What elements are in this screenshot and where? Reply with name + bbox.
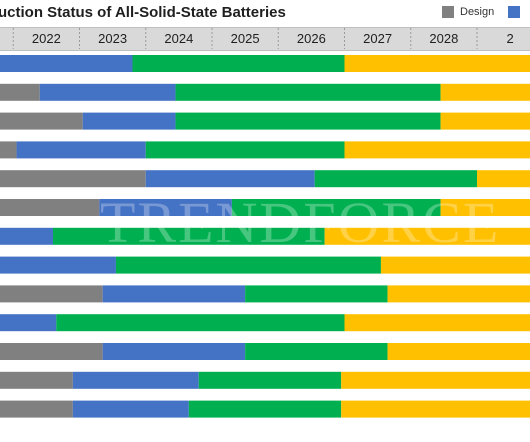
- bar-segment-yellow: [341, 371, 530, 389]
- x-tick-label: 2027: [363, 31, 392, 46]
- bar-segment-yellow: [341, 400, 530, 418]
- bar-segment-yellow: [344, 314, 530, 332]
- bar-segment-green: [231, 199, 441, 216]
- bar-segment-blue: [16, 141, 146, 159]
- legend-swatch-gray: [442, 6, 454, 18]
- legend-item-design: Design: [442, 6, 494, 18]
- bar-segment-blue: [72, 400, 189, 418]
- bar-segment-yellow: [440, 112, 530, 130]
- bar-segment-yellow: [324, 227, 530, 245]
- bar-segment-blue: [102, 285, 246, 303]
- bar-segment-gray: [0, 83, 40, 101]
- bar-segment-green: [175, 112, 441, 130]
- bar-segment-yellow: [387, 343, 530, 360]
- x-tick-label: 2023: [98, 31, 127, 46]
- bar-segment-gray: [0, 400, 73, 418]
- x-tick-label: 2025: [231, 31, 260, 46]
- bar-segment-yellow: [477, 170, 530, 188]
- bar-segment-yellow: [344, 55, 530, 72]
- bar-segment-gray: [0, 112, 83, 130]
- bar-segment-gray: [0, 343, 103, 360]
- bar-segment-yellow: [440, 199, 530, 216]
- bar-segment-green: [53, 227, 325, 245]
- x-tick-label: 2: [507, 31, 514, 46]
- x-tick-label: 2026: [297, 31, 326, 46]
- bar-segment-yellow: [344, 141, 530, 159]
- bar-segment-blue: [0, 55, 133, 72]
- bar-segment-blue: [72, 371, 199, 389]
- bar-segment-yellow: [440, 83, 530, 101]
- bar-segment-blue: [0, 314, 57, 332]
- bar-segment-blue: [82, 112, 176, 130]
- bar-segment-blue: [0, 256, 116, 274]
- bar-segment-green: [245, 343, 388, 360]
- bar-segment-green: [314, 170, 477, 188]
- bar-segment-yellow: [380, 256, 530, 274]
- legend-item-blue: [508, 6, 526, 18]
- bar-segment-gray: [0, 199, 100, 216]
- bar-segment-green: [132, 55, 345, 72]
- bar-segment-gray: [0, 285, 103, 303]
- legend-label-design: Design: [460, 6, 495, 18]
- bar-segment-green: [188, 400, 342, 418]
- bar-segment-blue: [39, 83, 176, 101]
- bar-segment-gray: [0, 141, 17, 159]
- bar-segment-green: [245, 285, 388, 303]
- bar-segment-green: [175, 83, 441, 101]
- bar-segment-green: [145, 141, 345, 159]
- x-tick-label: 2028: [429, 31, 458, 46]
- legend-swatch-blue: [508, 6, 521, 18]
- year-header-row: [0, 27, 530, 51]
- bar-segment-green: [115, 256, 381, 274]
- bar-segment-blue: [99, 199, 232, 216]
- bar-segment-yellow: [387, 285, 530, 303]
- legend: Design: [442, 6, 530, 18]
- bar-segment-gray: [0, 371, 73, 389]
- bar-segment-gray: [0, 170, 146, 188]
- x-tick-label: 2024: [164, 31, 193, 46]
- x-tick-label: 2022: [32, 31, 61, 46]
- chart-title: uction Status of All-Solid-State Batteri…: [0, 4, 286, 21]
- bar-segment-blue: [145, 170, 315, 188]
- bar-segment-green: [56, 314, 345, 332]
- bar-segment-blue: [102, 343, 246, 360]
- bar-segment-green: [198, 371, 342, 389]
- bar-segment-blue: [0, 227, 53, 245]
